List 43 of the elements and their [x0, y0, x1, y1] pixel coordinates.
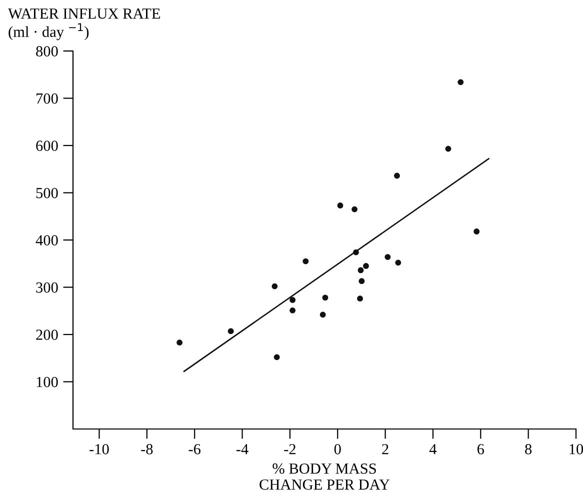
x-tick-label: 8	[525, 444, 532, 454]
point	[272, 283, 278, 290]
x-tick-label: -8	[141, 444, 153, 454]
x-tick-label: -6	[188, 444, 200, 454]
point	[337, 202, 344, 208]
point	[290, 297, 296, 303]
point	[394, 172, 400, 179]
point	[228, 328, 234, 334]
x-tick-label: -2	[284, 444, 296, 454]
y-tick-label: 700	[36, 93, 58, 104]
x-tick-label: 4	[429, 444, 437, 454]
point	[358, 267, 364, 274]
y-axis-title: WATER INFLUX RATE (ml · day $^{−1}$)	[8, 8, 160, 40]
point	[322, 294, 328, 301]
y-tick-label: 500	[36, 188, 58, 198]
y-tick-label: 800	[36, 46, 58, 56]
x-tick-label: 6	[477, 444, 484, 454]
x-tick-label: -10	[90, 444, 109, 454]
point	[458, 79, 464, 86]
point	[474, 228, 480, 234]
point	[274, 354, 280, 360]
y-tick-label: 600	[36, 140, 58, 151]
y-tick-label: 100	[36, 376, 58, 388]
y-tick-label: 400	[36, 235, 58, 246]
point	[353, 249, 359, 256]
point	[384, 254, 391, 260]
point	[445, 146, 452, 152]
y-tick-label: 200	[36, 330, 58, 340]
point	[290, 307, 296, 314]
point	[176, 340, 183, 346]
point	[357, 296, 363, 302]
point	[395, 260, 402, 266]
point	[320, 312, 326, 318]
x-tick-label: 2	[382, 444, 388, 454]
x-tick-label: -4	[236, 444, 248, 454]
x-tick-label: 0	[334, 444, 341, 454]
point	[363, 263, 369, 269]
x-axis-title: % BODY MASS CHANGE PER DAY	[260, 463, 390, 490]
point	[352, 206, 358, 212]
point	[358, 278, 365, 284]
y-tick-label: 300	[36, 282, 58, 293]
x-tick-label: 10	[570, 444, 583, 454]
point	[302, 258, 309, 264]
